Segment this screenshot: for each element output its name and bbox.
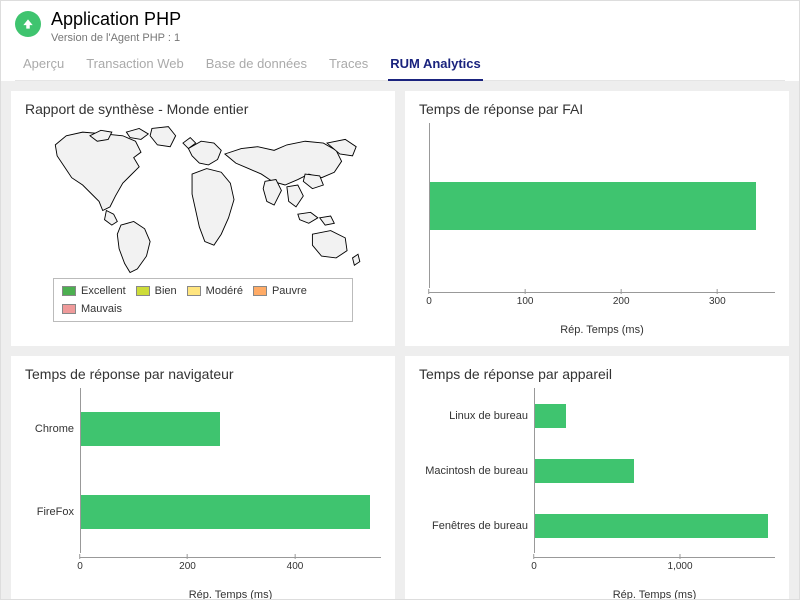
bar[interactable] (81, 495, 370, 529)
plot-area (419, 123, 775, 288)
bar-label: FireFox (25, 495, 80, 529)
bar-label: Fenêtres de bureau (419, 514, 534, 538)
legend-item: Bien (136, 285, 177, 297)
axis-tick: 0 (426, 289, 432, 307)
axis-title: Rép. Temps (ms) (429, 324, 775, 336)
axis-tick: 200 (179, 554, 196, 572)
axis-tick: 400 (287, 554, 304, 572)
legend-swatch (62, 304, 76, 314)
plot-area: Linux de bureau Macintosh de bureau Fenêtr… (419, 388, 775, 553)
chart-isp: 0 100 200 300 Rép. Temps (ms) (419, 123, 775, 336)
tick-label: 0 (426, 296, 432, 307)
panel-title: Rapport de synthèse - Monde entier (25, 101, 381, 117)
bar-label: Linux de bureau (419, 404, 534, 428)
bar[interactable] (535, 514, 768, 538)
bar-label: Chrome (25, 412, 80, 446)
bar-label (419, 182, 429, 230)
legend-item: Pauvre (253, 285, 307, 297)
legend-swatch (136, 286, 150, 296)
panel-world-map: Rapport de synthèse - Monde entier (11, 91, 395, 346)
legend-label: Mauvais (81, 303, 122, 315)
header: Application PHP Version de l'Agent PHP :… (1, 1, 799, 81)
content-grid: Rapport de synthèse - Monde entier (1, 81, 799, 599)
bar[interactable] (535, 404, 566, 428)
panel-title: Temps de réponse par appareil (419, 366, 775, 382)
plot-area: Chrome FireFox (25, 388, 381, 553)
bar-row (81, 495, 381, 529)
tab-rum-analytics[interactable]: RUM Analytics (388, 52, 483, 81)
title-row: Application PHP Version de l'Agent PHP :… (15, 9, 785, 44)
bars-column (534, 388, 775, 553)
axis-tick: 200 (613, 289, 630, 307)
axis-wrap: 0 1,000 (419, 553, 775, 587)
tick-label: 300 (709, 296, 726, 307)
tick-label: 200 (613, 296, 630, 307)
legend-item: Modéré (187, 285, 243, 297)
panel-device: Temps de réponse par appareil Linux de b… (405, 356, 789, 599)
axis-tick: 1,000 (668, 554, 693, 572)
labels-column: Linux de bureau Macintosh de bureau Fenêtr… (419, 388, 534, 553)
bar-row (535, 514, 775, 538)
title-column: Application PHP Version de l'Agent PHP :… (51, 9, 181, 44)
x-axis: 0 1,000 (534, 557, 775, 587)
axis-wrap: 0 100 200 300 (419, 288, 775, 322)
axis-tick: 0 (531, 554, 537, 572)
bar[interactable] (81, 412, 220, 446)
tab-bar: Aperçu Transaction Web Base de données Trac… (15, 52, 785, 81)
bar-row (535, 404, 775, 428)
arrow-up-icon (21, 17, 35, 31)
labels-column: Chrome FireFox (25, 388, 80, 553)
legend-label: Modéré (206, 285, 243, 297)
axis-title: Rép. Temps (ms) (534, 589, 775, 599)
bar[interactable] (535, 459, 634, 483)
tick-label: 0 (77, 561, 83, 572)
tab-base-de-données[interactable]: Base de données (204, 52, 309, 81)
tick-label: 400 (287, 561, 304, 572)
tab-transaction-web[interactable]: Transaction Web (84, 52, 186, 81)
tab-traces[interactable]: Traces (327, 52, 370, 81)
panel-browser: Temps de réponse par navigateur Chrome Fi… (11, 356, 395, 599)
tick-label: 100 (517, 296, 534, 307)
map-wrap: Excellent Bien Modéré Pauvre Mauvais (25, 123, 381, 336)
axis-wrap: 0 200 400 (25, 553, 381, 587)
world-map[interactable] (38, 123, 368, 278)
bars-column (80, 388, 381, 553)
axis-tick: 300 (709, 289, 726, 307)
axis-tick: 0 (77, 554, 83, 572)
axis-title: Rép. Temps (ms) (80, 589, 381, 599)
panel-title: Temps de réponse par FAI (419, 101, 775, 117)
bar-row (535, 459, 775, 483)
bars-column (429, 123, 775, 288)
app-subtitle: Version de l'Agent PHP : 1 (51, 32, 181, 44)
legend-item: Excellent (62, 285, 126, 297)
bar-label: Macintosh de bureau (419, 459, 534, 483)
legend-item: Mauvais (62, 303, 122, 315)
chart-device: Linux de bureau Macintosh de bureau Fenêtr… (419, 388, 775, 599)
bar-row (81, 412, 381, 446)
axis-tick: 100 (517, 289, 534, 307)
legend-swatch (253, 286, 267, 296)
tick-label: 200 (179, 561, 196, 572)
app-title: Application PHP (51, 9, 181, 30)
tick-label: 0 (531, 561, 537, 572)
bar[interactable] (430, 182, 756, 230)
panel-isp: Temps de réponse par FAI 0 100 200 300 Rép. … (405, 91, 789, 346)
tab-aperçu[interactable]: Aperçu (21, 52, 66, 81)
legend-swatch (187, 286, 201, 296)
legend-swatch (62, 286, 76, 296)
map-legend: Excellent Bien Modéré Pauvre Mauvais (53, 278, 353, 322)
x-axis: 0 100 200 300 (429, 292, 775, 322)
labels-column (419, 123, 429, 288)
app-status-icon (15, 11, 41, 37)
chart-browser: Chrome FireFox 0 200 400 Rép. Temps (ms) (25, 388, 381, 599)
bar-row (430, 182, 775, 230)
panel-title: Temps de réponse par navigateur (25, 366, 381, 382)
legend-label: Bien (155, 285, 177, 297)
legend-label: Pauvre (272, 285, 307, 297)
x-axis: 0 200 400 (80, 557, 381, 587)
legend-label: Excellent (81, 285, 126, 297)
app-window: Application PHP Version de l'Agent PHP :… (0, 0, 800, 600)
tick-label: 1,000 (668, 561, 693, 572)
